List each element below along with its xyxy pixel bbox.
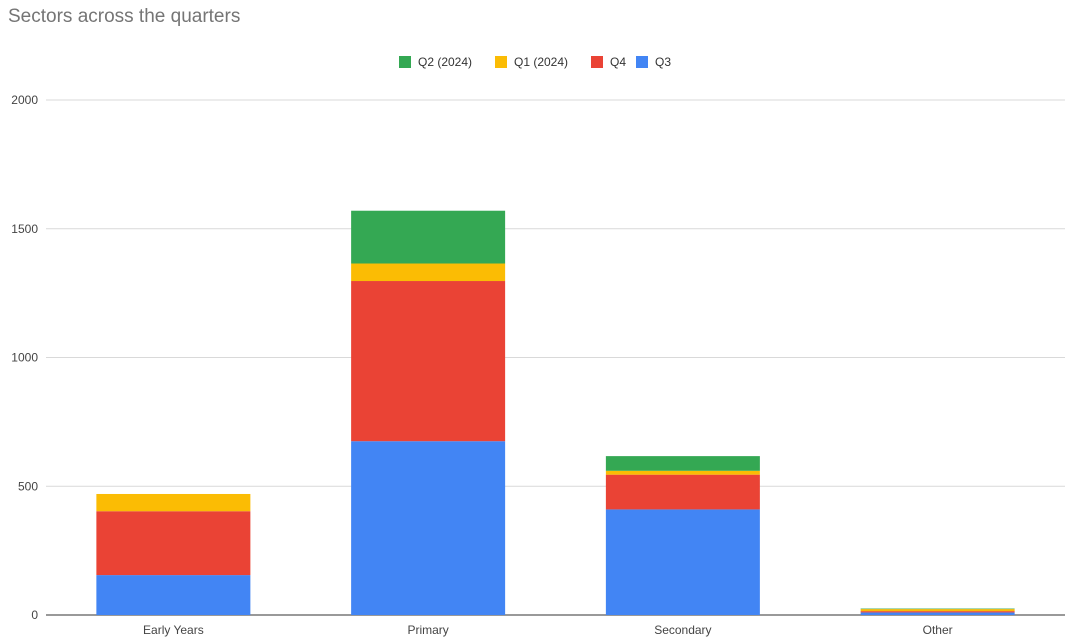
- y-tick-label: 0: [31, 608, 38, 622]
- bar-segment[interactable]: [351, 210, 506, 264]
- bar-segment[interactable]: [605, 474, 760, 510]
- x-tick-label: Other: [923, 623, 953, 637]
- bar-segment[interactable]: [351, 441, 506, 615]
- bar-segment[interactable]: [96, 575, 251, 615]
- x-tick-label: Early Years: [143, 623, 204, 637]
- y-tick-label: 500: [18, 479, 38, 493]
- legend-swatch: [636, 56, 648, 68]
- bar-segment[interactable]: [96, 511, 251, 576]
- legend-swatch: [591, 56, 603, 68]
- bar-segment[interactable]: [351, 263, 506, 282]
- legend-swatch: [495, 56, 507, 68]
- bar-segment[interactable]: [605, 470, 760, 475]
- legend-label: Q3: [655, 55, 671, 69]
- x-tick-label: Primary: [407, 623, 448, 637]
- legend-label: Q1 (2024): [514, 55, 568, 69]
- y-tick-label: 2000: [11, 93, 38, 107]
- bar-segment[interactable]: [860, 608, 1015, 610]
- bar-segment[interactable]: [860, 609, 1015, 612]
- bar-segment[interactable]: [96, 493, 251, 512]
- chart-title: Sectors across the quarters: [8, 6, 241, 27]
- x-axis-ticks: Early Years Primary Secondary Other: [143, 623, 953, 637]
- bars: [96, 210, 1015, 615]
- bar-segment[interactable]: [351, 281, 506, 442]
- legend-swatch: [399, 56, 411, 68]
- y-tick-label: 1500: [11, 222, 38, 236]
- x-tick-label: Secondary: [654, 623, 711, 637]
- legend-label: Q2 (2024): [418, 55, 472, 69]
- bar-segment[interactable]: [860, 611, 1015, 613]
- legend-label: Q4: [610, 55, 626, 69]
- bar-segment[interactable]: [860, 612, 1015, 615]
- y-axis-ticks: 0 500 1000 1500 2000: [11, 93, 38, 622]
- bar-segment[interactable]: [605, 456, 760, 471]
- y-tick-label: 1000: [11, 351, 38, 365]
- bar-segment[interactable]: [605, 509, 760, 615]
- legend: Q2 (2024) Q1 (2024) Q4 Q3: [399, 55, 671, 69]
